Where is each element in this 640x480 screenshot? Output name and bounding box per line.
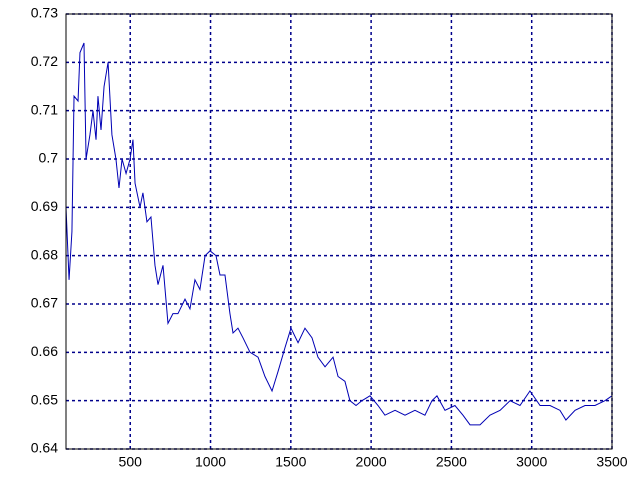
y-tick-label: 0.65 bbox=[31, 391, 58, 407]
data-line bbox=[65, 42, 613, 426]
y-tick-label: 0.7 bbox=[39, 150, 59, 166]
y-tick-label: 0.67 bbox=[31, 295, 58, 311]
y-tick-label: 0.66 bbox=[31, 343, 58, 359]
x-tick-label: 3000 bbox=[516, 454, 547, 470]
y-tick-label: 0.69 bbox=[31, 198, 58, 214]
x-tick-label: 1000 bbox=[195, 454, 226, 470]
y-tick-label: 0.72 bbox=[31, 53, 58, 69]
y-tick-label: 0.71 bbox=[31, 101, 58, 117]
y-tick-label: 0.64 bbox=[31, 440, 58, 456]
x-tick-label: 1500 bbox=[275, 454, 306, 470]
x-tick-label: 500 bbox=[119, 454, 143, 470]
x-tick-label: 3500 bbox=[596, 454, 627, 470]
x-tick-label: 2000 bbox=[356, 454, 387, 470]
x-tick-label: 2500 bbox=[436, 454, 467, 470]
plot bbox=[65, 42, 613, 426]
y-tick-label: 0.73 bbox=[31, 5, 58, 21]
plot-frame bbox=[65, 13, 613, 450]
y-tick-label: 0.68 bbox=[31, 246, 58, 262]
